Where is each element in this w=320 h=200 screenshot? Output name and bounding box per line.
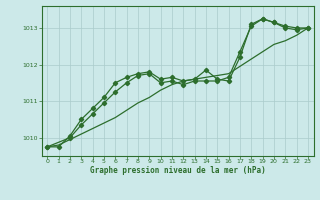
X-axis label: Graphe pression niveau de la mer (hPa): Graphe pression niveau de la mer (hPa): [90, 166, 266, 175]
